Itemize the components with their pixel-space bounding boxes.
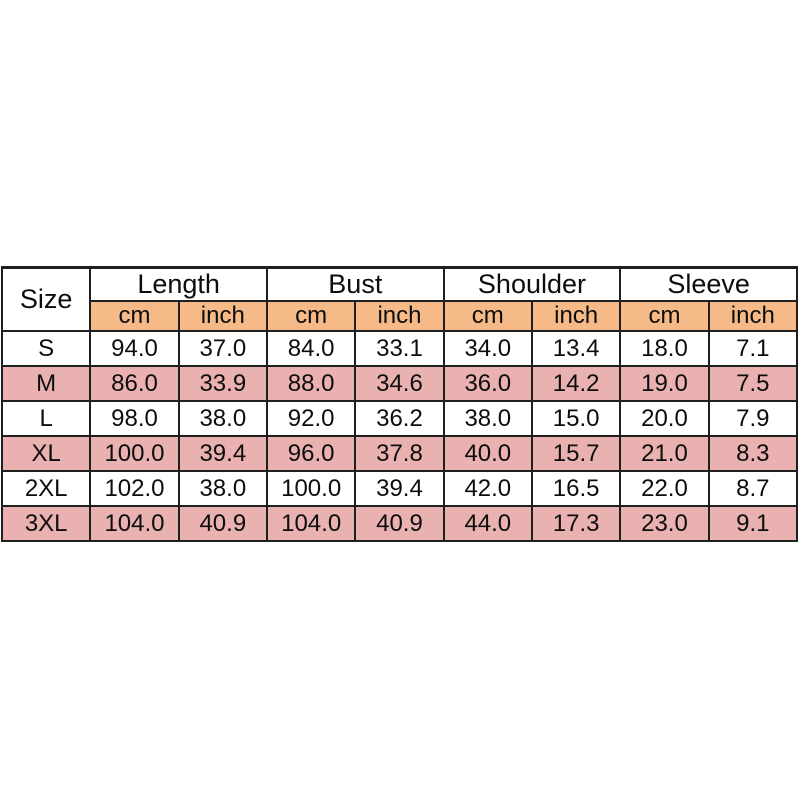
measurement-cell: 37.0 bbox=[177, 330, 268, 367]
measurement-cell: 38.0 bbox=[442, 400, 533, 437]
measurement-cell: 100.0 bbox=[265, 470, 357, 507]
measurement-cell: 104.0 bbox=[265, 505, 357, 542]
unit-header-row: cm inch cm inch cm inch cm inch bbox=[2, 300, 799, 332]
measurement-cell: 8.3 bbox=[707, 435, 799, 472]
measurement-cell: 16.5 bbox=[530, 470, 622, 507]
unit-header-shoulder-inch: inch bbox=[530, 300, 622, 332]
measurement-cell: 14.2 bbox=[530, 365, 622, 402]
size-label: S bbox=[0, 330, 92, 367]
size-chart-table: Size Length Bust Shoulder Sleeve cm inch… bbox=[0, 266, 799, 542]
unit-header-shoulder-cm: cm bbox=[442, 300, 533, 332]
sleeve-group-header: Sleeve bbox=[619, 266, 798, 302]
measurement-cell: 22.0 bbox=[619, 470, 710, 507]
unit-header-bust-inch: inch bbox=[354, 300, 445, 332]
measurement-cell: 20.0 bbox=[619, 400, 710, 437]
size-label: 3XL bbox=[0, 505, 92, 542]
measurement-cell: 39.4 bbox=[177, 435, 268, 472]
measurement-cell: 39.4 bbox=[354, 470, 445, 507]
measurement-cell: 84.0 bbox=[265, 330, 357, 367]
unit-header-bust-cm: cm bbox=[265, 300, 357, 332]
shoulder-group-header: Shoulder bbox=[442, 266, 622, 302]
measurement-cell: 18.0 bbox=[619, 330, 710, 367]
measurement-cell: 34.0 bbox=[442, 330, 533, 367]
measure-group-header-row: Size Length Bust Shoulder Sleeve bbox=[0, 266, 798, 332]
measurement-cell: 7.1 bbox=[707, 330, 799, 367]
measurement-cell: 44.0 bbox=[442, 505, 533, 542]
unit-header-sleeve-cm: cm bbox=[619, 300, 710, 332]
measurement-cell: 94.0 bbox=[89, 330, 180, 367]
measurement-cell: 92.0 bbox=[265, 400, 357, 437]
measurement-cell: 13.4 bbox=[530, 330, 622, 367]
measurement-cell: 23.0 bbox=[619, 505, 710, 542]
size-label: XL bbox=[0, 435, 92, 472]
measurement-cell: 17.3 bbox=[530, 505, 622, 542]
length-group-header: Length bbox=[89, 266, 268, 302]
size-row-2xl: 2XL 102.0 38.0 100.0 39.4 42.0 16.5 22.0… bbox=[0, 470, 799, 507]
measurement-cell: 96.0 bbox=[265, 435, 357, 472]
measurement-cell: 88.0 bbox=[265, 365, 357, 402]
measurement-cell: 102.0 bbox=[89, 470, 180, 507]
size-label: L bbox=[0, 400, 92, 437]
measurement-cell: 9.1 bbox=[707, 505, 799, 542]
size-row-m: M 86.0 33.9 88.0 34.6 36.0 14.2 19.0 7.5 bbox=[0, 365, 799, 402]
measurement-cell: 7.5 bbox=[707, 365, 799, 402]
size-label: M bbox=[0, 365, 92, 402]
measurement-cell: 98.0 bbox=[89, 400, 180, 437]
size-row-l: L 98.0 38.0 92.0 36.2 38.0 15.0 20.0 7.9 bbox=[0, 400, 799, 437]
unit-header-length-cm: cm bbox=[89, 300, 180, 332]
measurement-cell: 37.8 bbox=[354, 435, 445, 472]
measurement-cell: 7.9 bbox=[707, 400, 799, 437]
measurement-cell: 42.0 bbox=[442, 470, 533, 507]
measurement-cell: 40.9 bbox=[354, 505, 445, 542]
size-row-xl: XL 100.0 39.4 96.0 37.8 40.0 15.7 21.0 8… bbox=[0, 435, 799, 472]
measurement-cell: 21.0 bbox=[619, 435, 710, 472]
unit-header-length-inch: inch bbox=[177, 300, 268, 332]
size-column-header: Size bbox=[0, 266, 92, 332]
measurement-cell: 8.7 bbox=[707, 470, 799, 507]
unit-header-sleeve-inch: inch bbox=[707, 300, 799, 332]
measurement-cell: 40.9 bbox=[177, 505, 268, 542]
measurement-cell: 100.0 bbox=[89, 435, 180, 472]
measurement-cell: 38.0 bbox=[177, 470, 268, 507]
measurement-cell: 19.0 bbox=[619, 365, 710, 402]
measurement-cell: 15.0 bbox=[530, 400, 622, 437]
measurement-cell: 33.1 bbox=[354, 330, 445, 367]
measurement-cell: 36.2 bbox=[354, 400, 445, 437]
measurement-cell: 40.0 bbox=[442, 435, 533, 472]
measurement-cell: 34.6 bbox=[354, 365, 445, 402]
size-row-3xl: 3XL 104.0 40.9 104.0 40.9 44.0 17.3 23.0… bbox=[0, 505, 799, 542]
measurement-cell: 15.7 bbox=[530, 435, 622, 472]
measurement-cell: 38.0 bbox=[177, 400, 268, 437]
measurement-cell: 33.9 bbox=[177, 365, 268, 402]
size-label: 2XL bbox=[0, 470, 92, 507]
measurement-cell: 104.0 bbox=[89, 505, 180, 542]
measurement-cell: 36.0 bbox=[442, 365, 533, 402]
bust-group-header: Bust bbox=[265, 266, 445, 302]
size-row-s: S 94.0 37.0 84.0 33.1 34.0 13.4 18.0 7.1 bbox=[0, 330, 799, 367]
measurement-cell: 86.0 bbox=[89, 365, 180, 402]
